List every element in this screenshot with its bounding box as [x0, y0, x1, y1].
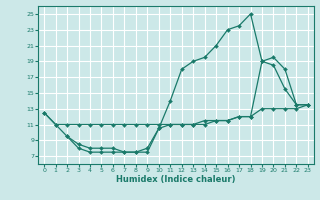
X-axis label: Humidex (Indice chaleur): Humidex (Indice chaleur) [116, 175, 236, 184]
